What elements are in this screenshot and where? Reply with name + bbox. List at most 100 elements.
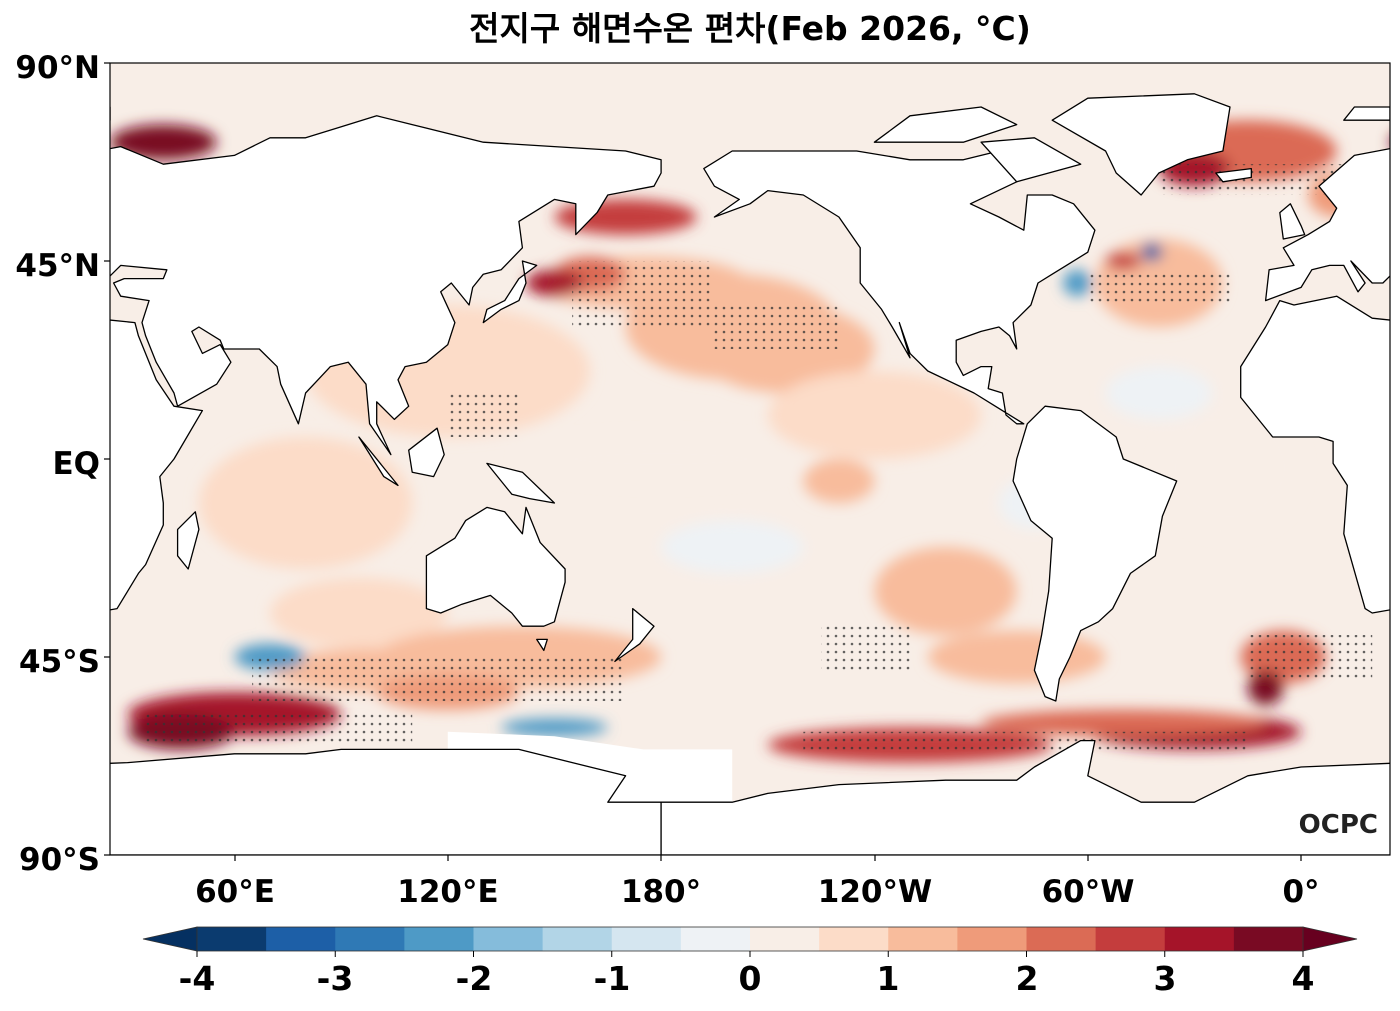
africa-land	[1240, 295, 1390, 614]
stipple-region	[572, 261, 715, 327]
colorbar-bin	[1026, 927, 1097, 951]
colorbar-tick-label: 1	[877, 959, 900, 998]
stipple-region	[252, 657, 626, 701]
uk-land	[0, 204, 25, 239]
lon-tick-label: 120°E	[397, 874, 498, 910]
anomaly-patch	[270, 577, 448, 649]
anomaly-patch	[927, 630, 1106, 684]
north-america-land	[703, 150, 1096, 425]
anomaly-patch	[1105, 366, 1213, 420]
borneo-land	[408, 427, 445, 478]
colorbar-tick-label: -2	[456, 959, 493, 998]
uk-land	[1279, 203, 1306, 240]
colorbar-bin	[888, 927, 958, 951]
stipple-region	[714, 305, 839, 349]
colorbar	[142, 926, 1358, 957]
colorbar-bin	[750, 927, 820, 951]
eurasia-land	[110, 115, 662, 456]
latitude-axis: 90°N 45°N EQ 45°S 90°S	[15, 50, 100, 878]
lon-tick-label: 120°W	[818, 874, 932, 910]
svalbard-land	[1343, 106, 1390, 121]
lat-tick-label: 45°S	[19, 644, 100, 680]
colorbar-bin	[542, 927, 613, 951]
anomaly-patch	[198, 437, 413, 569]
anomaly-patch	[518, 437, 804, 481]
colorbar-tick-label: 2	[1016, 959, 1039, 998]
anomaly-patch	[0, 402, 21, 534]
colorbar-bin	[335, 927, 405, 951]
arctic-islands-land	[873, 106, 1018, 143]
colorbar-tick-label: -3	[317, 959, 354, 998]
land-mask	[0, 93, 1390, 855]
anomaly-patch	[767, 371, 982, 459]
australia-land	[425, 506, 566, 627]
colorbar-bin	[1233, 927, 1304, 951]
anomaly-patch	[526, 269, 583, 297]
south-america-land	[1012, 405, 1178, 702]
stipple-region	[803, 731, 1248, 754]
ocpc-logo: OCPC	[1299, 810, 1378, 840]
colorbar-tick-label: -4	[179, 959, 216, 998]
map-title: 전지구 해면수온 편차(Feb 2026, °C)	[469, 9, 1031, 48]
lon-tick-label: 180°	[621, 874, 701, 910]
antarctica-land	[660, 739, 1390, 855]
anomaly-patch	[1390, 125, 1400, 160]
colorbar-tick-label: 0	[739, 959, 762, 998]
axis-tick-marks	[104, 62, 1302, 861]
anomaly-patch	[981, 709, 1266, 737]
lon-tick-label: 60°E	[195, 874, 275, 910]
anomaly-patch	[0, 714, 21, 749]
anomaly-patch	[874, 547, 1017, 635]
anomaly-patch	[28, 173, 85, 217]
colorbar-bin	[197, 927, 267, 951]
new-guinea-land	[486, 462, 556, 504]
greenland-land	[1051, 93, 1231, 196]
antarctica-land	[110, 748, 662, 855]
anomaly-patch	[0, 120, 57, 182]
lat-tick-label: 90°S	[19, 842, 100, 878]
colorbar-bin	[1095, 927, 1166, 951]
anomaly-patch	[1141, 243, 1163, 261]
anomaly-patch	[0, 670, 3, 705]
colorbar-bin	[404, 927, 474, 951]
lon-tick-label: 0°	[1282, 874, 1319, 910]
madagascar-land	[176, 511, 200, 570]
anomaly-patch	[803, 459, 875, 503]
iceland-land	[1215, 167, 1252, 183]
africa-land	[110, 319, 204, 611]
colorbar-bin	[957, 927, 1027, 951]
stipple-region	[821, 626, 910, 671]
anomaly-patch	[110, 124, 217, 160]
longitude-axis: 60°E 120°E 180° 120°W 60°W 0°	[195, 874, 1319, 910]
colorbar-under-extension	[142, 926, 198, 952]
tasmania-land	[536, 638, 548, 652]
colorbar-bin	[1164, 927, 1235, 951]
colorbar-tick-label: -1	[594, 959, 631, 998]
colorbar-bin	[266, 927, 336, 951]
colorbar-tick-label: 3	[1154, 959, 1177, 998]
colorbar-bin	[680, 927, 751, 951]
anomaly-patch	[1105, 252, 1142, 270]
significance-stippling	[145, 164, 1390, 754]
map-plot-area	[0, 63, 1400, 855]
lon-tick-label: 60°W	[1042, 874, 1135, 910]
anomaly-patch	[661, 520, 804, 574]
colorbar-over-extension	[1302, 926, 1358, 952]
stipple-region	[1087, 274, 1230, 305]
colorbar-ticks: -4 -3 -2 -1 0 1 2 3 4	[179, 959, 1315, 998]
colorbar-bin	[473, 927, 544, 951]
stipple-region	[1247, 635, 1373, 679]
colorbar-bin	[611, 927, 682, 951]
colorbar-tick-label: 4	[1292, 959, 1315, 998]
colorbar-bin	[819, 927, 889, 951]
new-zealand-land	[614, 607, 655, 663]
stipple-region	[145, 714, 413, 745]
stipple-region	[447, 393, 519, 437]
lat-tick-label: 45°N	[15, 248, 100, 284]
lat-tick-label: EQ	[52, 446, 100, 482]
lat-tick-label: 90°N	[15, 50, 100, 86]
baffin-land	[980, 137, 1082, 183]
anomaly-patch	[1062, 269, 1092, 297]
sumatra-land	[358, 436, 399, 487]
